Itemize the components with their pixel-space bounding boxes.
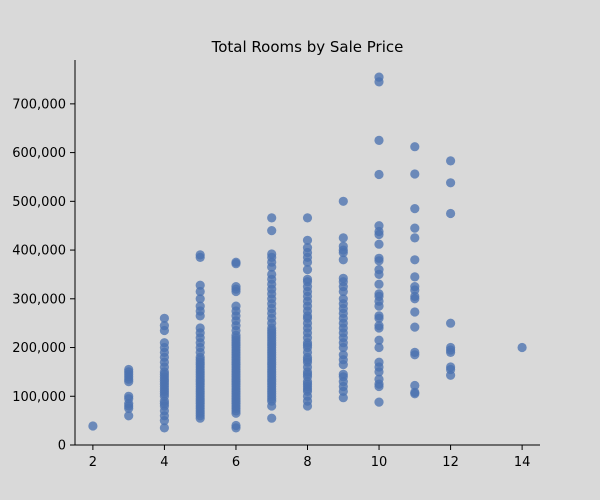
data-point (302, 235, 313, 245)
data-point (446, 178, 456, 188)
data-point (124, 411, 134, 421)
data-point (267, 249, 277, 259)
data-point (338, 196, 348, 206)
data-point (410, 282, 420, 292)
data-point (302, 265, 313, 275)
data-point (410, 223, 420, 233)
y-tick-label: 600,000 (12, 146, 66, 161)
data-point (374, 311, 384, 321)
data-point (410, 233, 420, 243)
data-point (231, 301, 241, 311)
data-point (410, 291, 420, 301)
data-point (124, 364, 134, 375)
data-point (374, 279, 384, 289)
data-point (231, 282, 241, 292)
data-point (159, 313, 169, 323)
y-tick-label: 0 (58, 439, 66, 454)
y-tick-label: 300,000 (12, 292, 66, 307)
data-point (410, 387, 420, 397)
data-point (338, 233, 348, 243)
data-point (374, 397, 384, 407)
data-point (374, 321, 384, 331)
data-point (338, 350, 348, 360)
data-point (302, 274, 313, 284)
x-tick-label: 10 (371, 455, 388, 470)
data-point (374, 335, 384, 345)
data-point (446, 342, 456, 353)
data-point (374, 253, 384, 263)
data-point (374, 135, 384, 145)
data-point (374, 374, 384, 384)
data-point (195, 250, 205, 260)
y-tick-label: 200,000 (12, 341, 66, 356)
data-point (410, 204, 420, 214)
chart-title: Total Rooms by Sale Price (211, 38, 404, 56)
data-point (410, 380, 420, 391)
data-point (374, 342, 384, 353)
data-points (88, 72, 527, 433)
data-point (231, 257, 241, 267)
data-point (410, 347, 420, 357)
x-tick-label: 14 (514, 455, 531, 470)
data-point (446, 362, 456, 372)
x-axis-ticks: 2 4 6 8 10 12 14 (89, 445, 531, 470)
y-tick-label: 700,000 (12, 97, 66, 112)
data-point (159, 423, 169, 433)
data-point (338, 369, 348, 379)
data-point (124, 391, 134, 401)
data-point (410, 169, 420, 179)
data-point (338, 255, 348, 265)
data-point (410, 255, 420, 265)
data-point (446, 208, 456, 219)
data-point (374, 357, 384, 367)
y-tick-label: 500,000 (12, 195, 66, 210)
x-tick-label: 4 (160, 455, 168, 470)
data-point (374, 289, 384, 299)
data-point (410, 142, 420, 152)
y-axis-ticks: 0 100,000 200,000 300,000 400,000 500,000 600,… (12, 97, 75, 454)
data-point (267, 413, 277, 423)
data-point (195, 280, 205, 290)
x-tick-label: 8 (303, 455, 311, 470)
data-point (267, 269, 277, 279)
data-point (195, 286, 205, 297)
data-point (195, 301, 205, 311)
data-point (302, 213, 313, 223)
data-point (338, 393, 348, 403)
data-point (267, 213, 277, 223)
data-point (231, 420, 241, 431)
data-point (374, 72, 384, 82)
data-point (159, 321, 169, 331)
y-tick-label: 100,000 (12, 390, 66, 405)
x-tick-label: 6 (232, 455, 240, 470)
data-point (374, 221, 384, 231)
data-point (374, 169, 384, 180)
x-tick-label: 2 (89, 455, 97, 470)
data-point (446, 318, 456, 328)
data-point (195, 294, 205, 304)
data-point (88, 421, 98, 431)
data-point (374, 239, 384, 249)
data-point (195, 323, 205, 333)
data-point (410, 322, 420, 332)
data-point (338, 241, 348, 251)
data-point (410, 307, 420, 317)
data-point (267, 226, 277, 236)
data-point (302, 243, 313, 253)
data-point (374, 265, 384, 275)
x-tick-label: 12 (442, 455, 459, 470)
data-point (159, 338, 169, 348)
data-point (338, 294, 348, 304)
data-point (446, 156, 456, 166)
data-point (517, 342, 527, 353)
y-tick-label: 400,000 (12, 244, 66, 259)
data-point (338, 273, 348, 283)
data-point (410, 272, 420, 282)
